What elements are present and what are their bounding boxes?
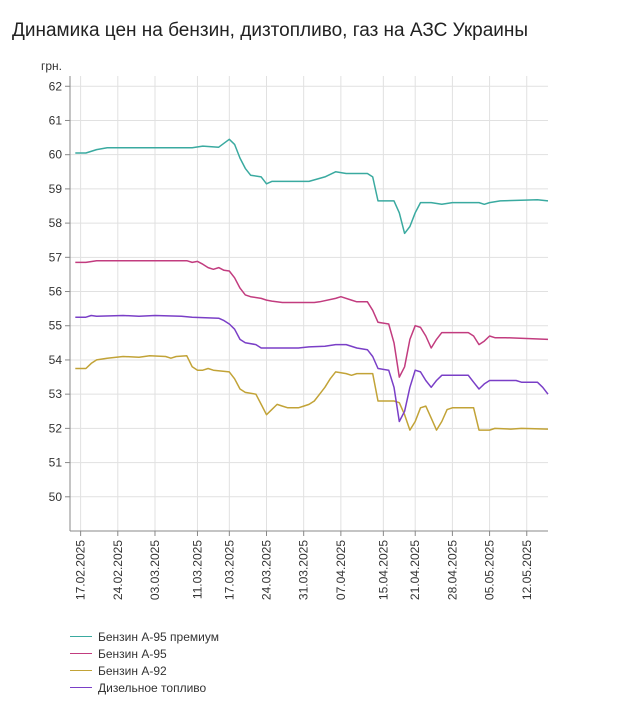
y-tick-label: 59 (49, 182, 63, 196)
legend: Бензин А-95 премиум Бензин А-95 Бензин А-9… (70, 628, 219, 696)
grid-lines (70, 76, 548, 531)
x-tick-label: 28.04.2025 (445, 540, 459, 600)
y-tick-label: 60 (49, 148, 63, 162)
y-tick-label: 54 (49, 353, 63, 367)
legend-label: Бензин А-95 (98, 646, 167, 661)
legend-label: Дизельное топливо (98, 680, 207, 695)
y-tick-label: 51 (49, 456, 63, 470)
legend-swatch (70, 687, 92, 688)
x-tick-label: 11.03.2025 (190, 540, 204, 599)
series-line-2 (75, 259, 549, 378)
y-tick-label: 52 (49, 421, 63, 435)
x-tick-label: 17.02.2025 (74, 540, 88, 600)
chart-title: Динамика цен на бензин, дизтопливо, газ … (12, 20, 529, 41)
y-tick-label: 55 (49, 319, 63, 333)
x-tick-label: 24.03.2025 (260, 540, 274, 600)
y-tick-label: 58 (49, 216, 63, 230)
line-chart: грн. 50 51 52 53 54 55 56 57 58 59 60 61 62 17.02.20… (41, 59, 549, 600)
legend-label: Бензин А-95 премиум (98, 629, 219, 644)
y-tick-label: 53 (49, 387, 63, 401)
x-tick-label: 21.04.2025 (408, 540, 422, 600)
legend-label: Бензин А-92 (98, 663, 167, 678)
y-tick-label: 62 (49, 79, 63, 93)
axes (69, 76, 548, 532)
series-line-3 (75, 355, 549, 431)
y-tick-label: 61 (49, 113, 63, 127)
x-tick-label: 24.02.2025 (111, 540, 125, 600)
y-axis-label: грн. (41, 59, 62, 73)
x-tick-label: 05.05.2025 (483, 540, 497, 600)
legend-item[interactable]: Бензин А-95 премиум (70, 628, 219, 645)
x-tick-label: 15.04.2025 (376, 540, 390, 600)
legend-swatch (70, 653, 92, 654)
y-axis-ticks: 50 51 52 53 54 55 56 57 58 59 60 61 62 (49, 79, 70, 504)
x-tick-label: 03.03.2025 (148, 540, 162, 600)
x-axis-ticks: 17.02.2025 24.02.2025 03.03.2025 11.03.2025… (74, 531, 534, 600)
series-lines (75, 138, 549, 431)
legend-item[interactable]: Бензин А-95 (70, 645, 219, 662)
x-tick-label: 17.03.2025 (222, 540, 236, 600)
series-line-1 (75, 138, 549, 235)
legend-item[interactable]: Бензин А-92 (70, 662, 219, 679)
legend-swatch (70, 670, 92, 671)
y-tick-label: 57 (49, 250, 63, 264)
x-tick-label: 31.03.2025 (297, 540, 311, 600)
series-line-4 (75, 314, 549, 423)
y-tick-label: 50 (49, 490, 63, 504)
x-tick-label: 12.05.2025 (520, 540, 534, 600)
legend-swatch (70, 636, 92, 637)
legend-item[interactable]: Дизельное топливо (70, 679, 219, 696)
x-tick-label: 07.04.2025 (334, 540, 348, 600)
y-tick-label: 56 (49, 285, 63, 299)
